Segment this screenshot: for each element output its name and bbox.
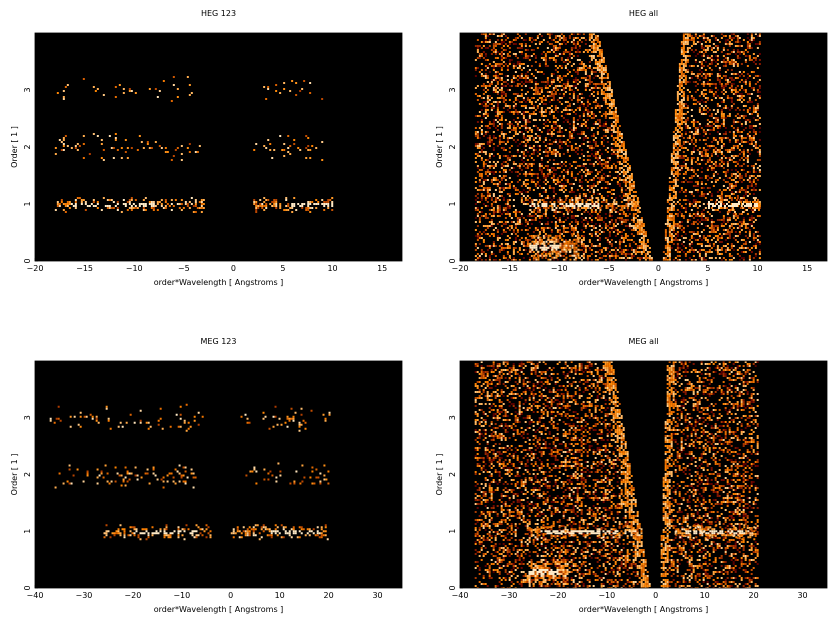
y-tick-label: 1 xyxy=(23,529,32,534)
chart-title: HEG all xyxy=(629,9,658,18)
x-tick-label: −20 xyxy=(27,264,44,273)
y-axis-label: Order [ 1 ] xyxy=(10,454,19,496)
y-tick-label: 2 xyxy=(448,472,457,477)
x-tick-label: 10 xyxy=(700,591,710,600)
x-tick-label: −10 xyxy=(126,264,143,273)
x-tick-label: −15 xyxy=(501,264,518,273)
y-tick-label: 3 xyxy=(23,87,32,92)
y-tick-label: 0 xyxy=(23,258,32,263)
y-tick-label: 3 xyxy=(23,415,32,420)
chart-title: MEG 123 xyxy=(201,337,237,346)
x-tick-label: −10 xyxy=(551,264,568,273)
x-tick-label: −10 xyxy=(173,591,190,600)
x-tick-label: 30 xyxy=(797,591,807,600)
x-axis-label: order*Wavelength [ Angstroms ] xyxy=(579,278,709,287)
x-tick-label: −40 xyxy=(27,591,44,600)
x-tick-label: 15 xyxy=(377,264,387,273)
y-tick-label: 0 xyxy=(448,258,457,263)
x-tick-label: 5 xyxy=(705,264,710,273)
panel-1: HEG all −20 −15 −10 −5 0 5 10 15 0 1 2 3 order*Wavele… xyxy=(435,9,827,287)
y-tick-label: 0 xyxy=(448,585,457,590)
x-tick-label: −20 xyxy=(452,264,469,273)
y-axis-label: Order [ 1 ] xyxy=(10,126,19,168)
y-tick-label: 3 xyxy=(448,415,457,420)
y-tick-label: 2 xyxy=(23,472,32,477)
chart-title: MEG all xyxy=(628,337,658,346)
y-tick-label: 1 xyxy=(448,201,457,206)
x-tick-label: −10 xyxy=(598,591,615,600)
x-tick-label: 5 xyxy=(280,264,285,273)
y-axis-label: Order [ 1 ] xyxy=(435,454,444,496)
x-tick-label: 15 xyxy=(802,264,812,273)
x-tick-label: 10 xyxy=(327,264,337,273)
x-tick-label: 10 xyxy=(752,264,762,273)
x-tick-label: −20 xyxy=(124,591,141,600)
x-tick-label: −15 xyxy=(76,264,93,273)
panel-0: HEG 123 −20 −15 −10 −5 0 5 10 15 0 1 2 3 order*Wavele… xyxy=(10,9,402,287)
plot-area xyxy=(35,33,402,261)
chart-title: HEG 123 xyxy=(201,9,236,18)
x-tick-label: −40 xyxy=(452,591,469,600)
x-axis-label: order*Wavelength [ Angstroms ] xyxy=(579,605,709,614)
x-tick-label: 0 xyxy=(653,591,658,600)
y-tick-label: 2 xyxy=(448,144,457,149)
x-tick-label: 0 xyxy=(656,264,661,273)
x-tick-label: 30 xyxy=(372,591,382,600)
x-tick-label: 20 xyxy=(324,591,334,600)
y-axis-label: Order [ 1 ] xyxy=(435,126,444,168)
y-tick-label: 1 xyxy=(23,201,32,206)
x-tick-label: −5 xyxy=(603,264,615,273)
x-tick-label: −30 xyxy=(500,591,517,600)
y-tick-label: 3 xyxy=(448,87,457,92)
y-tick-label: 2 xyxy=(23,144,32,149)
x-tick-label: 10 xyxy=(275,591,285,600)
plot-area xyxy=(35,361,402,588)
x-axis-label: order*Wavelength [ Angstroms ] xyxy=(154,605,284,614)
y-tick-label: 0 xyxy=(23,585,32,590)
y-tick-label: 1 xyxy=(448,529,457,534)
x-tick-label: −5 xyxy=(178,264,190,273)
x-tick-label: 0 xyxy=(231,264,236,273)
x-tick-label: −20 xyxy=(549,591,566,600)
panel-2: MEG 123 −40 −30 −20 −10 0 10 20 30 0 1 2 3 order*Wave… xyxy=(10,337,402,614)
panel-3: MEG all −40 −30 −20 −10 0 10 20 30 0 1 2 3 order*Wave… xyxy=(435,337,827,614)
x-tick-label: 0 xyxy=(228,591,233,600)
x-tick-label: 20 xyxy=(749,591,759,600)
x-tick-label: −30 xyxy=(75,591,92,600)
x-axis-label: order*Wavelength [ Angstroms ] xyxy=(154,278,284,287)
